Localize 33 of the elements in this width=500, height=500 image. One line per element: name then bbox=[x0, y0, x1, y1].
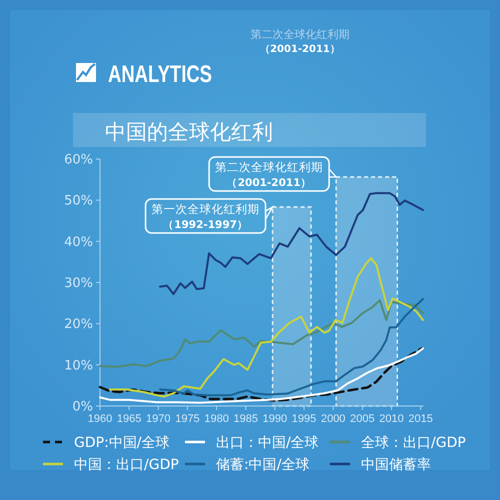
y-tick-label: 10% bbox=[64, 358, 93, 374]
x-tick-label: 2000 bbox=[320, 413, 346, 425]
x-tick-label: 1960 bbox=[88, 413, 112, 425]
legend-label: GDP:中国/全球 bbox=[74, 435, 170, 451]
legend-label: 中国储蓄率 bbox=[361, 457, 431, 473]
line-series bbox=[159, 298, 424, 396]
legend-label: 全球：出口/GDP bbox=[361, 435, 466, 451]
y-tick-label: 40% bbox=[64, 234, 93, 250]
legend-label: 储蓄:中国/全球 bbox=[216, 457, 310, 473]
x-tick-label: 2015 bbox=[408, 413, 433, 425]
text: ANALYTICS bbox=[108, 61, 244, 88]
x-tick-label: 2010 bbox=[379, 413, 404, 425]
x-tick-label: 1980 bbox=[204, 413, 229, 425]
y-tick-label: 50% bbox=[64, 194, 93, 209]
x-tick-label: 1995 bbox=[292, 413, 316, 425]
y-tick-label: 60% bbox=[64, 152, 93, 168]
y-tick-label: 0% bbox=[72, 400, 93, 414]
text: 第二次全球化红利期（2001-2011） bbox=[250, 28, 350, 55]
y-tick-label: 30% bbox=[64, 276, 93, 291]
x-tick-label: 1985 bbox=[234, 413, 258, 425]
line-series bbox=[99, 299, 424, 368]
x-tick-label: 1975 bbox=[175, 413, 200, 425]
x-tick-label: 1990 bbox=[262, 413, 288, 425]
x-tick-label: 1965 bbox=[116, 413, 142, 425]
legend-label: 中国：出口/GDP bbox=[74, 457, 179, 473]
line-series bbox=[108, 257, 424, 398]
band-label: 第二次全球化红利期（2001-2011） bbox=[215, 160, 324, 189]
x-tick-label: 2005 bbox=[350, 413, 375, 425]
legend-label: 出口：中国/全球 bbox=[216, 435, 319, 451]
chart-title: 中国的全球化红利 bbox=[105, 120, 273, 144]
x-tick-label: 1970 bbox=[146, 413, 171, 425]
band-label: 第一次全球化红利期（1992-1997） bbox=[152, 202, 260, 231]
y-tick-label: 20% bbox=[64, 317, 93, 332]
